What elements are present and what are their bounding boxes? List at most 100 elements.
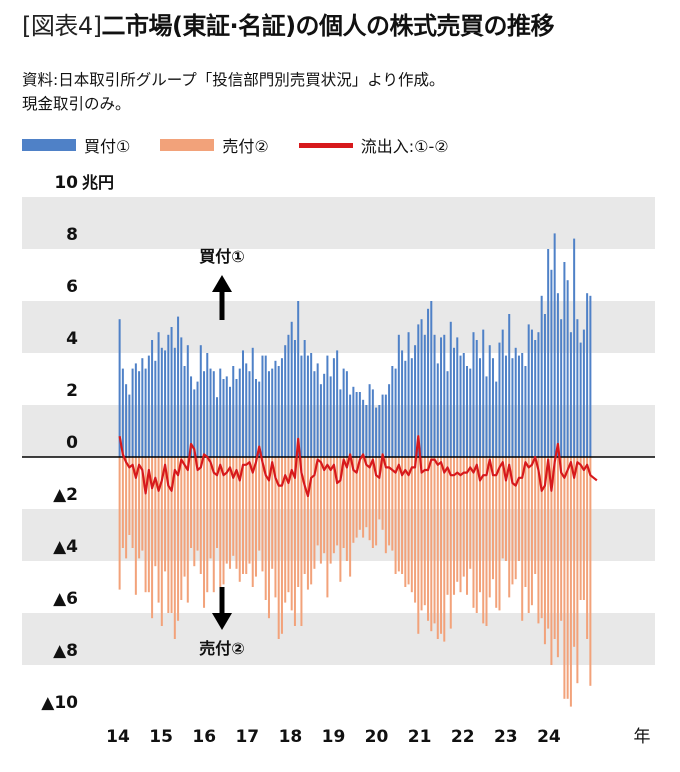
buy-bar	[235, 379, 238, 457]
buy-bar	[453, 347, 456, 457]
buy-bar	[504, 355, 507, 457]
buy-bar	[193, 389, 196, 457]
buy-bar	[420, 319, 423, 457]
buy-bar	[462, 353, 465, 457]
buy-bar	[277, 366, 280, 457]
buy-bar	[365, 405, 368, 457]
buy-bar	[537, 332, 540, 457]
background-band	[22, 301, 655, 353]
buy-bar	[323, 373, 326, 457]
sell-bar	[566, 457, 569, 699]
sell-bar	[193, 457, 196, 567]
buy-bar	[459, 355, 462, 457]
sell-bar	[394, 457, 397, 574]
source-note: 資料:日本取引所グループ「投信部門別売買状況」より作成。 現金取引のみ。	[22, 68, 444, 116]
buy-bar	[336, 350, 339, 457]
sell-bar	[167, 457, 170, 613]
sell-bar	[271, 457, 274, 569]
sell-bar	[560, 457, 563, 621]
sell-bar	[293, 457, 296, 626]
y-unit-label: 兆円	[82, 173, 114, 192]
buy-bar	[378, 405, 381, 457]
sell-bar	[365, 457, 368, 528]
buy-bar	[427, 308, 430, 457]
buy-bar	[384, 394, 387, 457]
sell-bar	[521, 457, 524, 621]
background-band	[22, 509, 655, 561]
sell-bar	[310, 457, 313, 585]
sell-bar	[251, 457, 254, 587]
sell-bar	[319, 457, 322, 564]
buy-bar	[524, 366, 527, 457]
x-tick-label: 20	[365, 727, 389, 747]
buy-bar	[475, 340, 478, 457]
buy-bar	[491, 358, 494, 457]
buy-bar	[388, 384, 391, 457]
y-tick-label: 8	[66, 225, 78, 245]
buy-bar	[573, 238, 576, 457]
sell-bar	[277, 457, 280, 639]
buy-bar	[313, 371, 316, 457]
buy-bar	[241, 350, 244, 457]
up-arrow-icon	[212, 275, 232, 292]
sell-bar	[199, 457, 202, 574]
sell-bar	[446, 457, 449, 595]
buy-bar	[144, 368, 147, 457]
buy-bar	[449, 321, 452, 457]
sell-bar	[485, 457, 488, 626]
source-line-2: 現金取引のみ。	[22, 95, 131, 113]
sell-bar	[238, 457, 241, 582]
sell-bar	[336, 457, 339, 546]
chart-title: [図表4]二市場(東証·名証)の個人の株式売買の推移	[22, 6, 555, 41]
sell-bar	[417, 457, 420, 634]
sell-bar	[508, 457, 511, 598]
sell-bar	[128, 457, 131, 535]
buy-bar	[303, 340, 306, 457]
buy-bar	[436, 363, 439, 457]
sell-bar	[355, 457, 358, 538]
sell-bar	[491, 457, 494, 580]
buy-bar	[482, 329, 485, 457]
buy-bar	[280, 358, 283, 457]
buy-bar	[254, 379, 257, 457]
buy-bar	[180, 337, 183, 457]
sell-bar	[579, 457, 582, 600]
sell-bar	[469, 457, 472, 569]
buy-bar	[118, 319, 121, 457]
net-flow-line	[118, 435, 598, 498]
y-tick-label: ▲6	[53, 589, 78, 609]
buy-bar	[225, 376, 228, 457]
sell-bar	[391, 457, 394, 551]
buy-bar	[397, 334, 400, 457]
y-tick-label: 4	[66, 329, 78, 349]
sell-bar	[550, 457, 553, 665]
y-tick-label: 10	[54, 173, 78, 193]
buy-bar	[368, 384, 371, 457]
buy-bar	[121, 368, 124, 457]
annotation-layer: 買付① 売付②	[199, 247, 245, 658]
sell-bar	[530, 457, 533, 606]
buy-bar	[290, 321, 293, 457]
figure-title: 二市場(東証·名証)の個人の株式売買の推移	[101, 12, 555, 40]
x-tick-label: 16	[192, 727, 216, 747]
buy-bar	[219, 368, 222, 457]
buy-bar	[264, 355, 267, 457]
sell-bar	[241, 457, 244, 574]
buy-bar	[203, 371, 206, 457]
sell-bar	[466, 457, 469, 595]
sell-bar	[430, 457, 433, 632]
buy-bar	[527, 324, 530, 457]
sell-bar	[381, 457, 384, 530]
buy-bar	[466, 366, 469, 457]
net-flow-layer	[118, 435, 598, 498]
sell-bar	[177, 457, 180, 621]
sell-bar	[401, 457, 404, 574]
sell-bar	[547, 457, 550, 629]
buy-bar	[495, 381, 498, 457]
sell-bar	[303, 457, 306, 574]
sell-bar	[352, 457, 355, 543]
sell-bar	[219, 457, 222, 587]
buy-bar	[339, 389, 342, 457]
sell-bar	[475, 457, 478, 613]
buy-bar	[297, 301, 300, 457]
